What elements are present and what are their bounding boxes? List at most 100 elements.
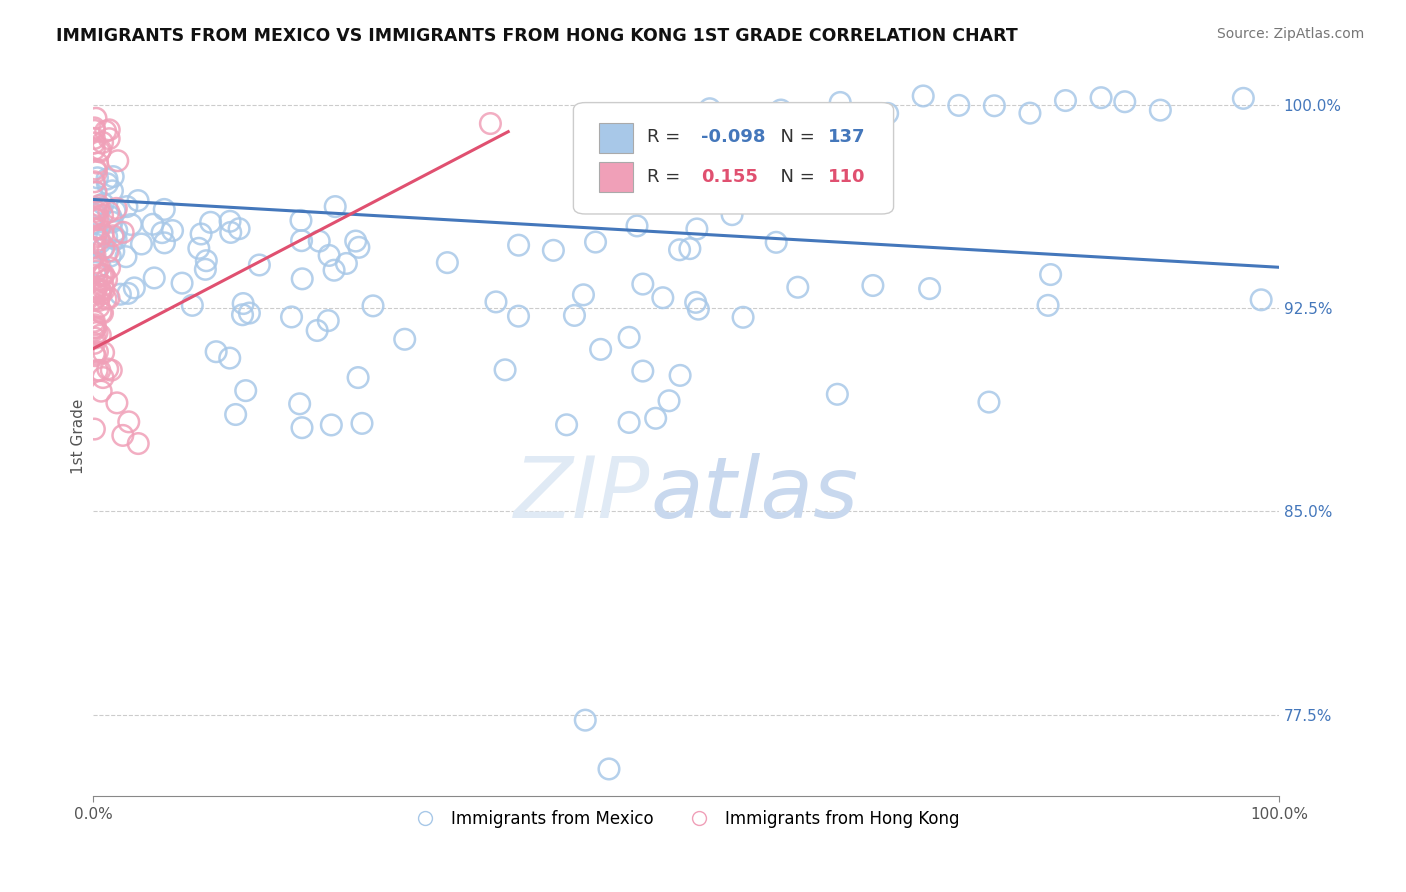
- Point: [150, 226, 173, 240]
- Point: [89, 221, 111, 235]
- Point: [93, 268, 115, 282]
- Point: [194, 262, 217, 277]
- Point: [101, 228, 124, 243]
- Point: [131, 237, 153, 252]
- Point: [238, 306, 260, 320]
- Point: [84, 281, 107, 295]
- Point: [90, 384, 112, 399]
- Point: [84, 112, 107, 126]
- Point: [84, 248, 107, 262]
- Text: R =: R =: [647, 168, 692, 186]
- Point: [644, 411, 666, 425]
- Point: [127, 194, 149, 208]
- Point: [94, 292, 117, 306]
- Point: [1039, 268, 1062, 282]
- Point: [83, 211, 105, 225]
- Point: [862, 278, 884, 293]
- Point: [86, 344, 108, 359]
- Point: [89, 259, 111, 273]
- Point: [83, 136, 105, 150]
- Point: [83, 293, 105, 307]
- Point: [686, 222, 709, 236]
- Point: [89, 145, 111, 159]
- Point: [983, 99, 1005, 113]
- Point: [124, 281, 146, 295]
- Point: [344, 234, 367, 248]
- Point: [83, 123, 105, 137]
- Point: [308, 234, 330, 248]
- Point: [631, 277, 654, 291]
- Point: [96, 177, 118, 191]
- Point: [84, 256, 107, 270]
- Point: [668, 243, 690, 257]
- Point: [84, 349, 107, 363]
- Point: [335, 256, 357, 270]
- Point: [827, 387, 849, 401]
- Point: [98, 260, 121, 275]
- Point: [112, 225, 135, 239]
- Point: [86, 165, 108, 179]
- Point: [127, 436, 149, 450]
- Point: [91, 227, 114, 241]
- Point: [679, 242, 702, 256]
- Point: [876, 106, 898, 120]
- Point: [143, 271, 166, 285]
- Point: [918, 282, 941, 296]
- Point: [83, 175, 105, 189]
- Point: [235, 384, 257, 398]
- Point: [394, 332, 416, 346]
- Point: [97, 362, 120, 376]
- Point: [247, 258, 270, 272]
- Point: [115, 200, 138, 214]
- FancyBboxPatch shape: [574, 103, 894, 214]
- Point: [1036, 298, 1059, 312]
- Point: [195, 253, 218, 268]
- Point: [1114, 95, 1136, 109]
- Point: [290, 234, 312, 248]
- Point: [598, 762, 620, 776]
- Y-axis label: 1st Grade: 1st Grade: [72, 399, 86, 475]
- Point: [94, 124, 117, 138]
- Point: [87, 199, 110, 213]
- Point: [86, 156, 108, 170]
- Point: [105, 232, 128, 246]
- Point: [97, 244, 120, 259]
- Point: [617, 330, 640, 344]
- Point: [101, 184, 124, 198]
- Point: [219, 214, 242, 228]
- Point: [90, 287, 112, 301]
- Point: [89, 328, 111, 343]
- Point: [948, 98, 970, 112]
- Text: 0.155: 0.155: [702, 168, 758, 186]
- Point: [83, 236, 105, 251]
- Point: [118, 415, 141, 429]
- Point: [494, 363, 516, 377]
- Point: [912, 89, 935, 103]
- Point: [86, 282, 108, 296]
- Text: 137: 137: [828, 128, 866, 146]
- Point: [1232, 91, 1254, 105]
- FancyBboxPatch shape: [599, 123, 633, 153]
- Point: [307, 324, 329, 338]
- Text: N =: N =: [769, 168, 821, 186]
- Point: [86, 363, 108, 377]
- Point: [187, 241, 209, 255]
- FancyBboxPatch shape: [599, 162, 633, 193]
- Point: [977, 395, 1000, 409]
- Point: [115, 250, 138, 264]
- Point: [291, 420, 314, 434]
- Point: [485, 294, 508, 309]
- Point: [1149, 103, 1171, 117]
- Point: [86, 326, 108, 340]
- Point: [83, 143, 105, 157]
- Point: [111, 428, 134, 442]
- Point: [87, 202, 110, 216]
- Point: [218, 351, 240, 365]
- Point: [631, 364, 654, 378]
- Point: [104, 204, 127, 219]
- Point: [98, 131, 121, 145]
- Point: [100, 210, 122, 224]
- Point: [91, 242, 114, 256]
- Point: [181, 298, 204, 312]
- Point: [98, 249, 121, 263]
